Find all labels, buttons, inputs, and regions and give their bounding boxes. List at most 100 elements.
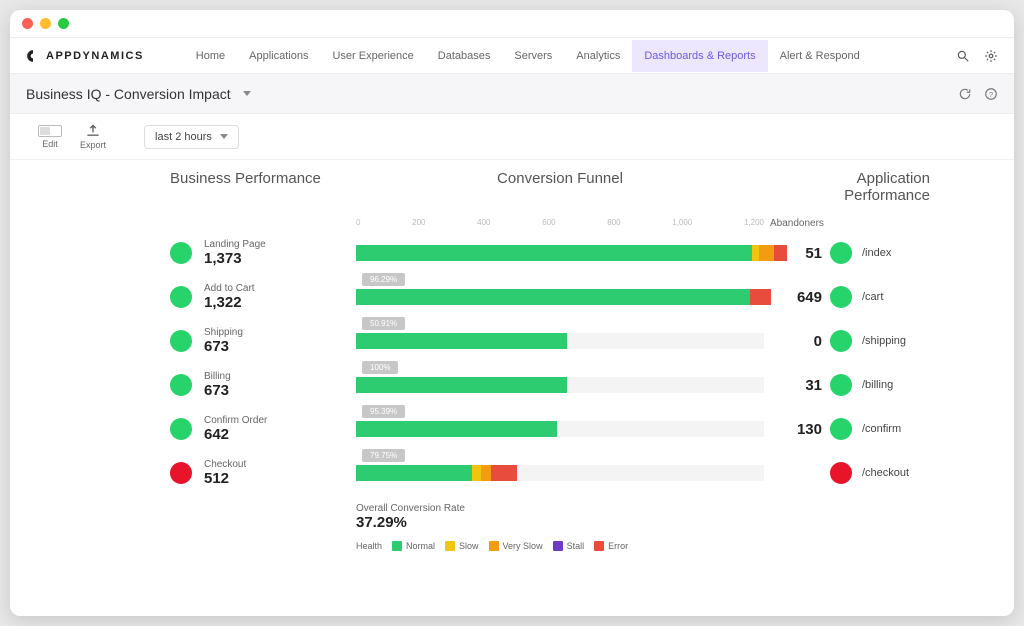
abandoners-header: Abandoners: [770, 218, 830, 231]
health-indicator: [170, 242, 192, 264]
app-route-label[interactable]: /shipping: [862, 335, 906, 347]
export-button[interactable]: Export: [80, 124, 106, 150]
overall-value: 37.29%: [356, 514, 974, 531]
app-health-indicator: [830, 330, 852, 352]
funnel-bar[interactable]: [356, 245, 787, 261]
funnel-row: Confirm Order642 95.39% 130/confirm: [170, 407, 974, 451]
funnel-bar[interactable]: [356, 465, 517, 481]
step-label: Shipping: [204, 327, 243, 338]
app-route-label[interactable]: /billing: [862, 379, 893, 391]
timerange-dropdown[interactable]: last 2 hours: [144, 125, 239, 149]
export-icon: [84, 124, 102, 138]
funnel-bar[interactable]: [356, 289, 771, 305]
timerange-label: last 2 hours: [155, 131, 212, 143]
overall-label: Overall Conversion Rate: [356, 503, 974, 514]
conversion-pct-pill: 100%: [362, 361, 398, 374]
step-label: Checkout: [204, 459, 246, 470]
funnel-row: Billing673 100% 31/billing: [170, 363, 974, 407]
health-indicator: [170, 462, 192, 484]
app-section-title: Application Performance: [770, 170, 930, 204]
app-health-indicator: [830, 242, 852, 264]
step-label: Landing Page: [204, 239, 266, 250]
search-icon[interactable]: [956, 49, 970, 63]
window-max-icon[interactable]: [58, 18, 69, 29]
page-title: Business IQ - Conversion Impact: [26, 86, 231, 102]
abandoners-value: 130: [770, 421, 830, 438]
health-indicator: [170, 330, 192, 352]
conversion-pct-pill: 95.39%: [362, 405, 405, 418]
app-route-label[interactable]: /checkout: [862, 467, 909, 479]
funnel-row: Checkout512 79.75% /checkout: [170, 451, 974, 495]
titlebar: [10, 10, 1014, 38]
nav-item[interactable]: Databases: [426, 40, 503, 72]
nav-item[interactable]: Applications: [237, 40, 320, 72]
step-label: Add to Cart: [204, 283, 255, 294]
edit-button[interactable]: Edit: [38, 125, 62, 149]
funnel-rows: Landing Page1,37351/indexAdd to Cart1,32…: [170, 231, 974, 495]
legend-item: Very Slow: [489, 541, 543, 551]
step-value: 512: [204, 470, 246, 487]
brand-logo[interactable]: APPDYNAMICS: [26, 49, 144, 63]
nav-item[interactable]: Servers: [502, 40, 564, 72]
funnel-bar[interactable]: [356, 421, 557, 437]
step-value: 1,322: [204, 294, 255, 311]
window-close-icon[interactable]: [22, 18, 33, 29]
step-value: 673: [204, 382, 231, 399]
abandoners-value: 0: [770, 333, 830, 350]
step-value: 1,373: [204, 250, 266, 267]
app-window: APPDYNAMICS HomeApplicationsUser Experie…: [10, 10, 1014, 616]
conversion-pct-pill: 79.75%: [362, 449, 405, 462]
business-section-title: Business Performance: [170, 170, 350, 204]
svg-text:?: ?: [989, 89, 993, 98]
legend-swatch: [392, 541, 402, 551]
title-dropdown-icon[interactable]: [243, 91, 251, 96]
legend-swatch: [594, 541, 604, 551]
abandoners-value: 649: [770, 289, 830, 306]
legend-item: Slow: [445, 541, 479, 551]
nav-item[interactable]: User Experience: [320, 40, 425, 72]
legend-swatch: [489, 541, 499, 551]
legend-item: Normal: [392, 541, 435, 551]
health-indicator: [170, 374, 192, 396]
funnel-section-title: Conversion Funnel: [350, 170, 770, 204]
app-route-label[interactable]: /cart: [862, 291, 883, 303]
nav-item[interactable]: Dashboards & Reports: [632, 40, 767, 72]
app-route-label[interactable]: /index: [862, 247, 891, 259]
window-min-icon[interactable]: [40, 18, 51, 29]
legend-item: Stall: [553, 541, 585, 551]
step-value: 642: [204, 426, 267, 443]
legend-item: Error: [594, 541, 628, 551]
app-health-indicator: [830, 374, 852, 396]
funnel-bar[interactable]: [356, 377, 567, 393]
legend-swatch: [553, 541, 563, 551]
app-health-indicator: [830, 462, 852, 484]
help-icon[interactable]: ?: [984, 87, 998, 101]
funnel-bar[interactable]: [356, 333, 567, 349]
app-route-label[interactable]: /confirm: [862, 423, 901, 435]
export-label: Export: [80, 140, 106, 150]
step-label: Confirm Order: [204, 415, 267, 426]
funnel-axis: 02004006008001,0001,200: [350, 218, 770, 231]
legend-title: Health: [356, 541, 382, 551]
nav-item[interactable]: Analytics: [564, 40, 632, 72]
legend: Health Normal Slow Very Slow Stall Error: [356, 541, 974, 551]
overall-conversion: Overall Conversion Rate 37.29%: [356, 503, 974, 531]
brand-text: APPDYNAMICS: [46, 50, 144, 62]
step-label: Billing: [204, 371, 231, 382]
app-health-indicator: [830, 286, 852, 308]
app-health-indicator: [830, 418, 852, 440]
nav-item[interactable]: Home: [184, 40, 237, 72]
refresh-icon[interactable]: [958, 87, 972, 101]
sub-header: Business IQ - Conversion Impact ?: [10, 74, 1014, 114]
funnel-row: Add to Cart1,322 96.29% 649/cart: [170, 275, 974, 319]
edit-label: Edit: [42, 139, 58, 149]
health-indicator: [170, 286, 192, 308]
conversion-pct-pill: 50.91%: [362, 317, 405, 330]
conversion-pct-pill: 96.29%: [362, 273, 405, 286]
chevron-down-icon: [220, 134, 228, 139]
abandoners-value: 31: [770, 377, 830, 394]
appdynamics-logo-icon: [26, 49, 40, 63]
nav-item[interactable]: Alert & Respond: [768, 40, 872, 72]
funnel-row: Shipping67350.91%0/shipping: [170, 319, 974, 363]
gear-icon[interactable]: [984, 49, 998, 63]
